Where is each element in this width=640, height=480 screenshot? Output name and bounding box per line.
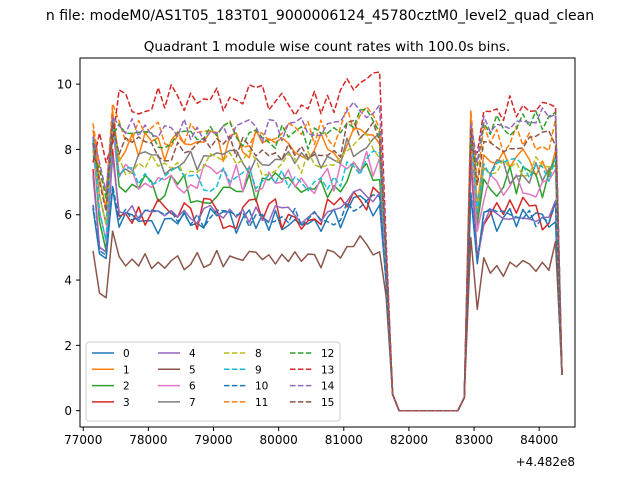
series-line-10	[92, 184, 563, 412]
y-tick-label: 6	[64, 208, 72, 222]
series-line-1	[92, 109, 563, 412]
legend-label-15: 15	[321, 397, 334, 409]
y-tick-label: 0	[64, 404, 72, 418]
legend-label-4: 4	[189, 348, 196, 360]
x-tick-label: 77000	[64, 433, 102, 447]
x-tick-label: 84000	[520, 433, 558, 447]
x-tick-label: 82000	[390, 433, 428, 447]
x-tick-label: 78000	[129, 433, 167, 447]
legend-label-2: 2	[123, 381, 130, 393]
series-lines	[92, 71, 563, 412]
y-tick-label: 8	[64, 143, 72, 157]
x-tick-label: 83000	[455, 433, 493, 447]
chart-title: Quadrant 1 module wise count rates with …	[144, 39, 510, 55]
series-line-5	[92, 230, 563, 412]
x-offset-label: +4.482e8	[516, 455, 575, 469]
legend-label-9: 9	[255, 364, 262, 376]
series-line-15	[92, 119, 563, 412]
legend-label-10: 10	[255, 381, 268, 393]
series-line-0	[92, 187, 563, 412]
legend-label-14: 14	[321, 381, 335, 393]
x-tick-label: 79000	[194, 433, 232, 447]
series-line-12	[92, 108, 563, 412]
x-axis: 77000 78000 79000 80000 81000 82000 83000 84000	[64, 427, 558, 447]
legend-label-0: 0	[123, 348, 130, 360]
plot-frame	[79, 57, 576, 428]
legend-label-3: 3	[123, 397, 130, 409]
series-line-8	[92, 129, 563, 412]
y-tick-label: 2	[64, 339, 72, 353]
legend-label-13: 13	[321, 364, 334, 376]
chart-suptitle: n file: modeM0/AS1T05_183T01_9000006124_…	[46, 8, 594, 24]
legend-label-1: 1	[123, 364, 130, 376]
series-line-4	[92, 155, 563, 412]
y-axis: 0 2 4 6 8 10	[57, 78, 80, 418]
series-line-13	[92, 71, 563, 412]
series-line-14	[92, 101, 563, 412]
series-line-6	[92, 129, 563, 412]
legend-label-5: 5	[189, 364, 196, 376]
series-line-9	[92, 119, 563, 412]
legend-label-11: 11	[255, 397, 268, 409]
legend-box	[85, 341, 341, 422]
legend-label-6: 6	[189, 381, 196, 393]
x-tick-label: 80000	[260, 433, 298, 447]
y-tick-label: 4	[64, 274, 72, 288]
x-tick-label: 81000	[325, 433, 363, 447]
legend-label-7: 7	[189, 397, 196, 409]
legend-label-8: 8	[255, 348, 262, 360]
legend-label-12: 12	[321, 348, 334, 360]
y-tick-label: 10	[57, 78, 72, 92]
